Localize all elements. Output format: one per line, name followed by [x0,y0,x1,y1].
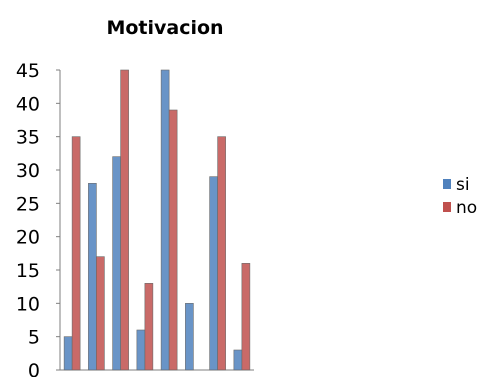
bar-no-1 [71,136,81,371]
bar-no-5 [168,109,178,371]
bar-no-2 [96,256,105,371]
bar-si-5 [160,69,170,371]
legend: si no [443,175,477,218]
legend-label-si: si [456,175,470,195]
y-tick-label: 10 [16,293,40,315]
y-tick-label: 30 [16,160,40,182]
y-tick-label: 40 [16,93,40,115]
bar-no-8 [241,263,251,371]
bar-no-4 [144,283,154,371]
bar-si-1 [63,336,73,371]
bar-si-6 [185,303,194,371]
y-tick-label: 25 [16,193,40,215]
y-tick-label: 5 [28,327,40,349]
bar-si-4 [136,329,146,371]
y-tick-label: 20 [16,227,40,249]
y-axis-ticks: 0 5 10 15 20 25 30 35 40 45 [16,60,60,377]
bar-si-8 [233,349,243,371]
legend-swatch-no [443,202,451,212]
y-tick-label: 35 [16,127,40,149]
y-tick-label: 15 [16,260,40,282]
y-tick-label: 45 [16,60,40,82]
bar-no-3 [120,69,129,371]
bar-si-2 [88,183,97,371]
legend-label-no: no [456,198,477,218]
plot-area: 0 5 10 15 20 25 30 35 40 45 [16,60,254,377]
chart-title: Motivacion [106,17,223,39]
bar-si-7 [209,176,218,371]
legend-swatch-si [443,179,451,189]
bar-no-7 [217,136,226,371]
bars [63,69,251,371]
bar-si-3 [112,156,121,371]
y-tick-label: 0 [28,360,40,377]
